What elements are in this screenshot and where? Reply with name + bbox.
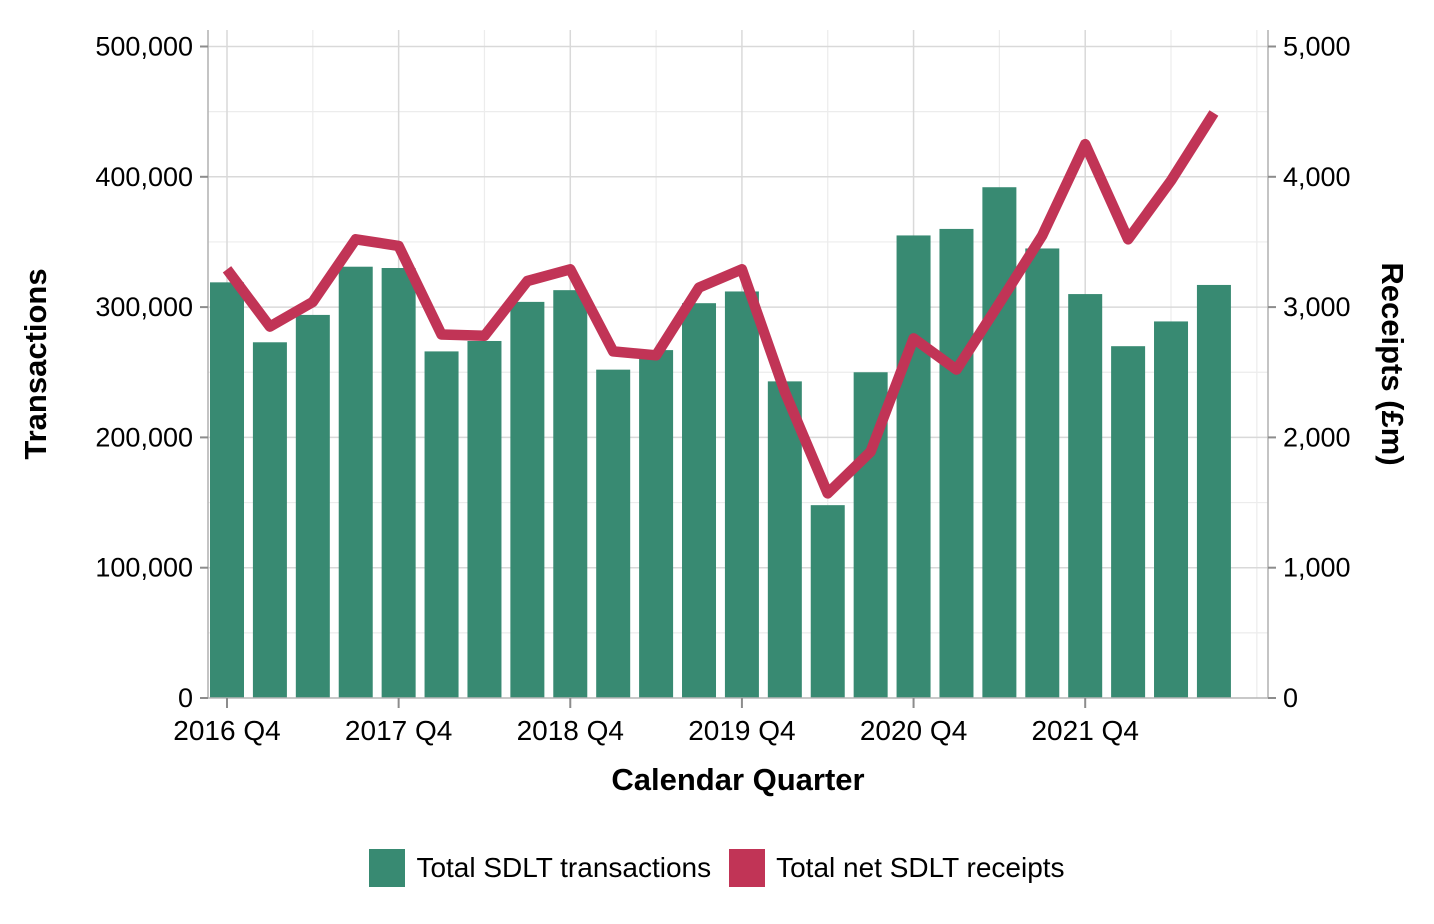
y-right-tick-label: 5,000: [1283, 32, 1351, 62]
bar-2021-q1: [939, 228, 974, 699]
y-left-tick-label: 100,000: [95, 553, 193, 583]
x-tick-label: 2021 Q4: [1031, 715, 1138, 746]
panel-borders: [207, 30, 1269, 699]
bar-2021-q4: [1068, 294, 1103, 698]
bar-2019-q3: [682, 303, 717, 698]
bar-2020-q1: [767, 381, 802, 698]
y-right-tick-label: 3,000: [1283, 292, 1351, 322]
bar-2020-q2: [810, 505, 845, 698]
y-left-tick-label: 400,000: [95, 162, 193, 192]
y-left-tick-label: 500,000: [95, 32, 193, 62]
y-axis-title-left: Transactions: [18, 268, 53, 459]
bar-2017-q1: [252, 342, 287, 698]
bar-2022-q3: [1196, 284, 1231, 698]
x-tick-label: 2016 Q4: [173, 715, 280, 746]
y-right-tick-label: 0: [1283, 683, 1298, 713]
bar-2018-q1: [424, 351, 459, 698]
x-tick-label: 2019 Q4: [688, 715, 795, 746]
bar-2019-q4: [724, 291, 759, 698]
bar-2018-q2: [467, 340, 502, 698]
axis-ticks-and-labels: 0 100,000 200,000 300,000 400,000 500,000 0 1,0…: [95, 32, 1350, 747]
bar-2022-q2: [1154, 321, 1189, 698]
x-tick-label: 2020 Q4: [860, 715, 967, 746]
chart-canvas: 0 100,000 200,000 300,000 400,000 500,000 0 1,0…: [18, 30, 1410, 797]
x-tick-label: 2017 Q4: [345, 715, 452, 746]
bar-2019-q1: [596, 369, 631, 698]
y-left-tick-label: 0: [178, 683, 193, 713]
legend-item-receipts: Total net SDLT receipts: [729, 849, 1065, 887]
legend-swatch-transactions: [369, 849, 406, 887]
x-tick-label: 2018 Q4: [517, 715, 624, 746]
bar-2017-q2: [295, 314, 330, 698]
receipts-line-series: [222, 110, 1219, 499]
y-left-tick-label: 200,000: [95, 422, 193, 452]
y-right-tick-label: 4,000: [1283, 162, 1351, 192]
bar-2016-q4: [210, 282, 244, 698]
x-axis-title: Calendar Quarter: [611, 762, 864, 797]
bar-2017-q4: [381, 268, 416, 698]
y-axis-title-right: Receipts (£m): [1375, 262, 1410, 465]
legend-label-transactions: Total SDLT transactions: [416, 852, 712, 883]
bar-2021-q3: [1025, 248, 1060, 698]
legend-label-receipts: Total net SDLT receipts: [776, 852, 1065, 883]
legend-swatch-receipts: [729, 849, 766, 887]
legend: Total SDLT transactions Total net SDLT r…: [0, 849, 1434, 887]
bar-2018-q4: [553, 290, 588, 698]
y-right-tick-label: 1,000: [1283, 553, 1351, 583]
bar-2020-q4: [896, 235, 931, 698]
y-left-tick-label: 300,000: [95, 292, 193, 322]
bar-2021-q2: [982, 187, 1017, 698]
y-right-tick-label: 2,000: [1283, 422, 1351, 452]
bar-2022-q1: [1111, 346, 1146, 698]
receipts-line: [222, 110, 1219, 499]
bar-2017-q3: [338, 266, 373, 698]
legend-item-transactions: Total SDLT transactions: [369, 849, 711, 887]
bar-2019-q2: [639, 350, 674, 698]
bar-2018-q3: [510, 301, 545, 698]
transactions-bar-series: [210, 187, 1231, 699]
